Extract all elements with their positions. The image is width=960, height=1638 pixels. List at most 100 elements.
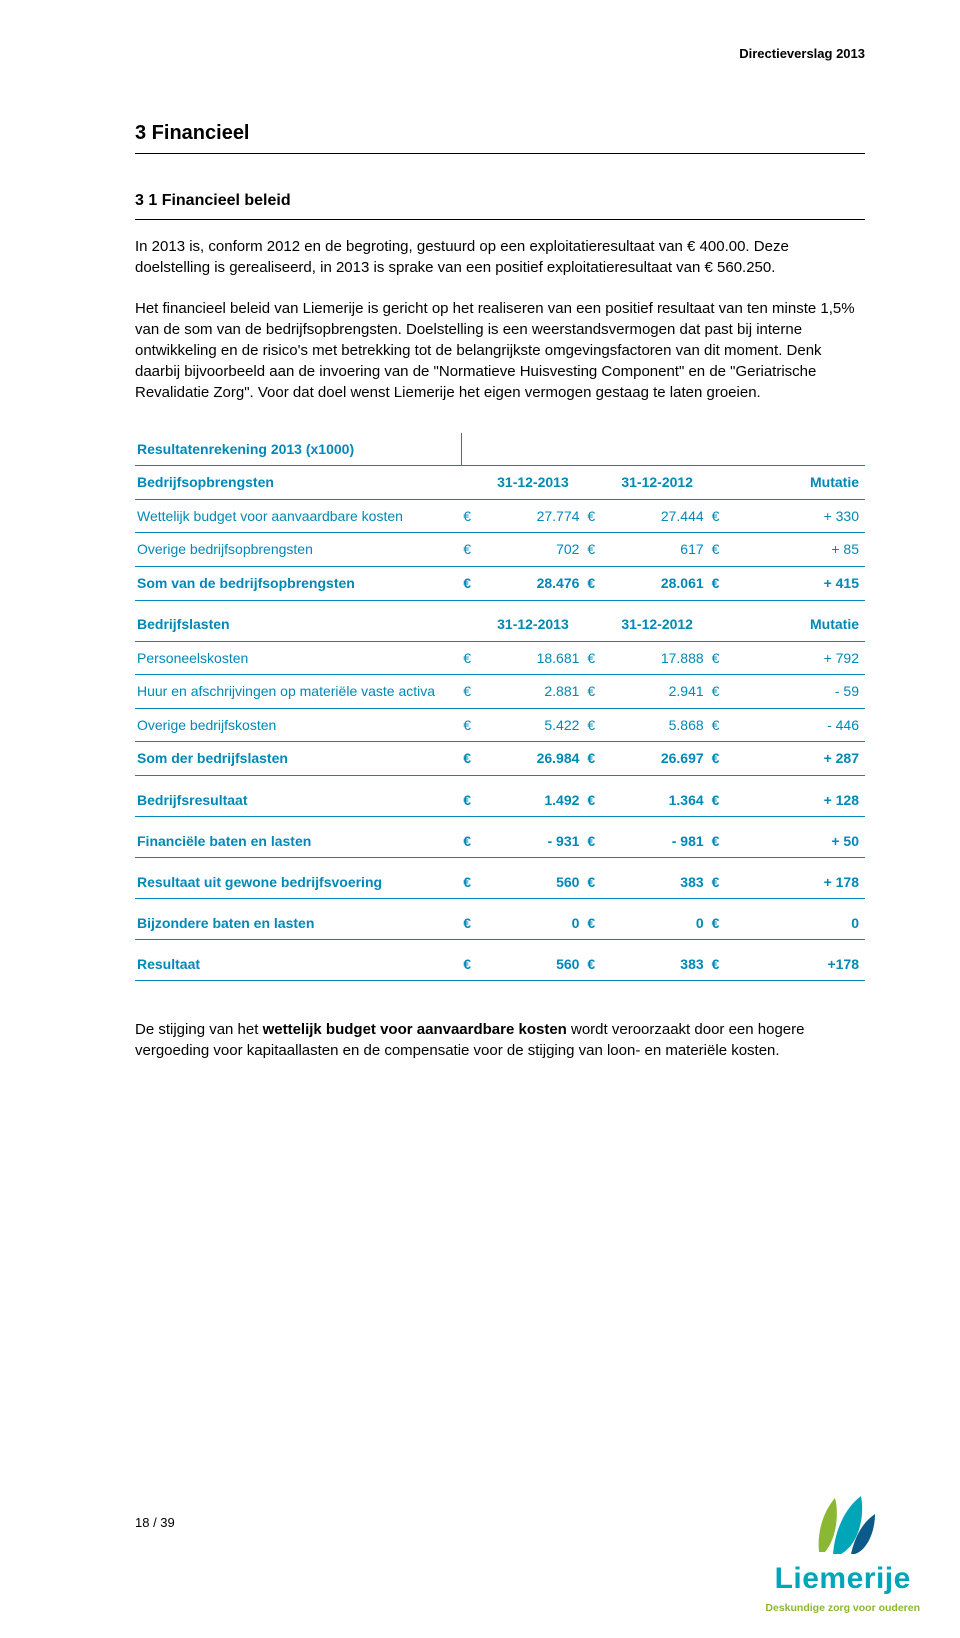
table-cell: € [585, 708, 608, 742]
table-cell: 2.941 [609, 675, 710, 709]
table-cell: Som der bedrijfslasten [135, 742, 461, 776]
table-cell: € [461, 675, 484, 709]
logo-mark-icon [765, 1492, 920, 1556]
outro-prefix: De stijging van het [135, 1021, 263, 1038]
table-header-col: Mutatie [733, 466, 865, 500]
table-cell: 560 [484, 866, 585, 899]
table-title: Resultatenrekening 2013 (x1000) [135, 433, 461, 466]
logo: Liemerije Deskundige zorg voor ouderen [765, 1492, 920, 1616]
table-cell: € [710, 784, 733, 817]
table-cell: 560 [484, 948, 585, 981]
outro-para: De stijging van het wettelijk budget voo… [135, 1019, 865, 1061]
table-cell: - 981 [609, 825, 710, 858]
table-cell: € [710, 566, 733, 600]
table-cell: 702 [484, 533, 585, 567]
table-cell: + 792 [733, 641, 865, 675]
outro-bold: wettelijk budget voor aanvaardbare koste… [263, 1021, 567, 1038]
table-cell: € [461, 948, 484, 981]
table-cell: 0 [733, 907, 865, 940]
table-cell: € [461, 784, 484, 817]
table-cell: € [461, 499, 484, 533]
table-cell: + 330 [733, 499, 865, 533]
table-cell: Bijzondere baten en lasten [135, 907, 461, 940]
table-cell: 17.888 [609, 641, 710, 675]
table-cell: € [585, 675, 608, 709]
intro-para-2: Het financieel beleid van Liemerije is g… [135, 298, 865, 403]
table-cell: € [461, 907, 484, 940]
table-header-col: 31-12-2012 [609, 608, 710, 641]
table-row: Overige bedrijfskosten €5.422 €5.868 €- … [135, 708, 865, 742]
table-cell: € [585, 742, 608, 776]
table-cell: + 415 [733, 566, 865, 600]
table-row: Wettelijk budget voor aanvaardbare koste… [135, 499, 865, 533]
subsection-heading: 3 1 Financieel beleid [135, 190, 865, 219]
table-cell: Overige bedrijfsopbrengsten [135, 533, 461, 567]
table-cell: 1.492 [484, 784, 585, 817]
page-number: 18 / 39 [135, 1514, 175, 1532]
table-cell: 27.444 [609, 499, 710, 533]
table-cell: 26.984 [484, 742, 585, 776]
table-cell: Som van de bedrijfsopbrengsten [135, 566, 461, 600]
table-cell: - 59 [733, 675, 865, 709]
table-cell: 18.681 [484, 641, 585, 675]
table-cell: € [710, 499, 733, 533]
table-header-row: Bedrijfslasten 31-12-2013 31-12-2012 Mut… [135, 608, 865, 641]
table-cell: € [585, 499, 608, 533]
table-cell: € [461, 566, 484, 600]
table-cell: € [585, 825, 608, 858]
table-cell: 27.774 [484, 499, 585, 533]
table-total-row: Som van de bedrijfsopbrengsten €28.476 €… [135, 566, 865, 600]
table-header-col: 31-12-2013 [484, 608, 585, 641]
table-cell: Bedrijfsresultaat [135, 784, 461, 817]
table-cell: 617 [609, 533, 710, 567]
table-cell: + 128 [733, 784, 865, 817]
table-cell: - 446 [733, 708, 865, 742]
table-cell: - 931 [484, 825, 585, 858]
table-cell: Huur en afschrijvingen op materiële vast… [135, 675, 461, 709]
table-result-row: Resultaat €560 €383 €+178 [135, 948, 865, 981]
table-header-col: 31-12-2013 [484, 466, 585, 500]
table-header-col: Mutatie [733, 608, 865, 641]
table-cell: 383 [609, 866, 710, 899]
table-cell: 0 [609, 907, 710, 940]
table-cell: 383 [609, 948, 710, 981]
logo-brand: Liemerije [765, 1558, 920, 1600]
intro-para-1: In 2013 is, conform 2012 en de begroting… [135, 236, 865, 278]
table-cell: € [710, 825, 733, 858]
table-cell: € [461, 533, 484, 567]
table-cell: € [710, 948, 733, 981]
table-cell: € [461, 866, 484, 899]
table-cell: 2.881 [484, 675, 585, 709]
doc-header: Directieverslag 2013 [135, 45, 865, 63]
table-cell: Resultaat [135, 948, 461, 981]
table-total-row: Som der bedrijfslasten €26.984 €26.697 €… [135, 742, 865, 776]
table-cell: € [710, 675, 733, 709]
table-cell: 0 [484, 907, 585, 940]
table-cell: € [585, 784, 608, 817]
table-cell: € [710, 708, 733, 742]
financials-table: Resultatenrekening 2013 (x1000) Bedrijfs… [135, 433, 865, 989]
logo-tagline: Deskundige zorg voor ouderen [765, 1601, 920, 1616]
table-cell: 26.697 [609, 742, 710, 776]
table-cell: Resultaat uit gewone bedrijfsvoering [135, 866, 461, 899]
table-cell: € [710, 742, 733, 776]
table-cell: € [585, 533, 608, 567]
table-result-row: Resultaat uit gewone bedrijfsvoering €56… [135, 866, 865, 899]
table-cell: 5.868 [609, 708, 710, 742]
table-result-row: Financiële baten en lasten €- 931 €- 981… [135, 825, 865, 858]
table-cell: € [585, 566, 608, 600]
section-heading: 3 Financieel [135, 119, 865, 154]
table-cell: € [585, 948, 608, 981]
table-header-col: 31-12-2012 [609, 466, 710, 500]
table-cell: Financiële baten en lasten [135, 825, 461, 858]
table-header-row: Bedrijfsopbrengsten 31-12-2013 31-12-201… [135, 466, 865, 500]
table-cell: € [710, 907, 733, 940]
table-cell: + 85 [733, 533, 865, 567]
table-cell: € [710, 641, 733, 675]
table-result-row: Bijzondere baten en lasten €0 €0 €0 [135, 907, 865, 940]
table-row: Huur en afschrijvingen op materiële vast… [135, 675, 865, 709]
table-cell: 1.364 [609, 784, 710, 817]
table-cell: 5.422 [484, 708, 585, 742]
table-cell: + 178 [733, 866, 865, 899]
table-cell: + 287 [733, 742, 865, 776]
